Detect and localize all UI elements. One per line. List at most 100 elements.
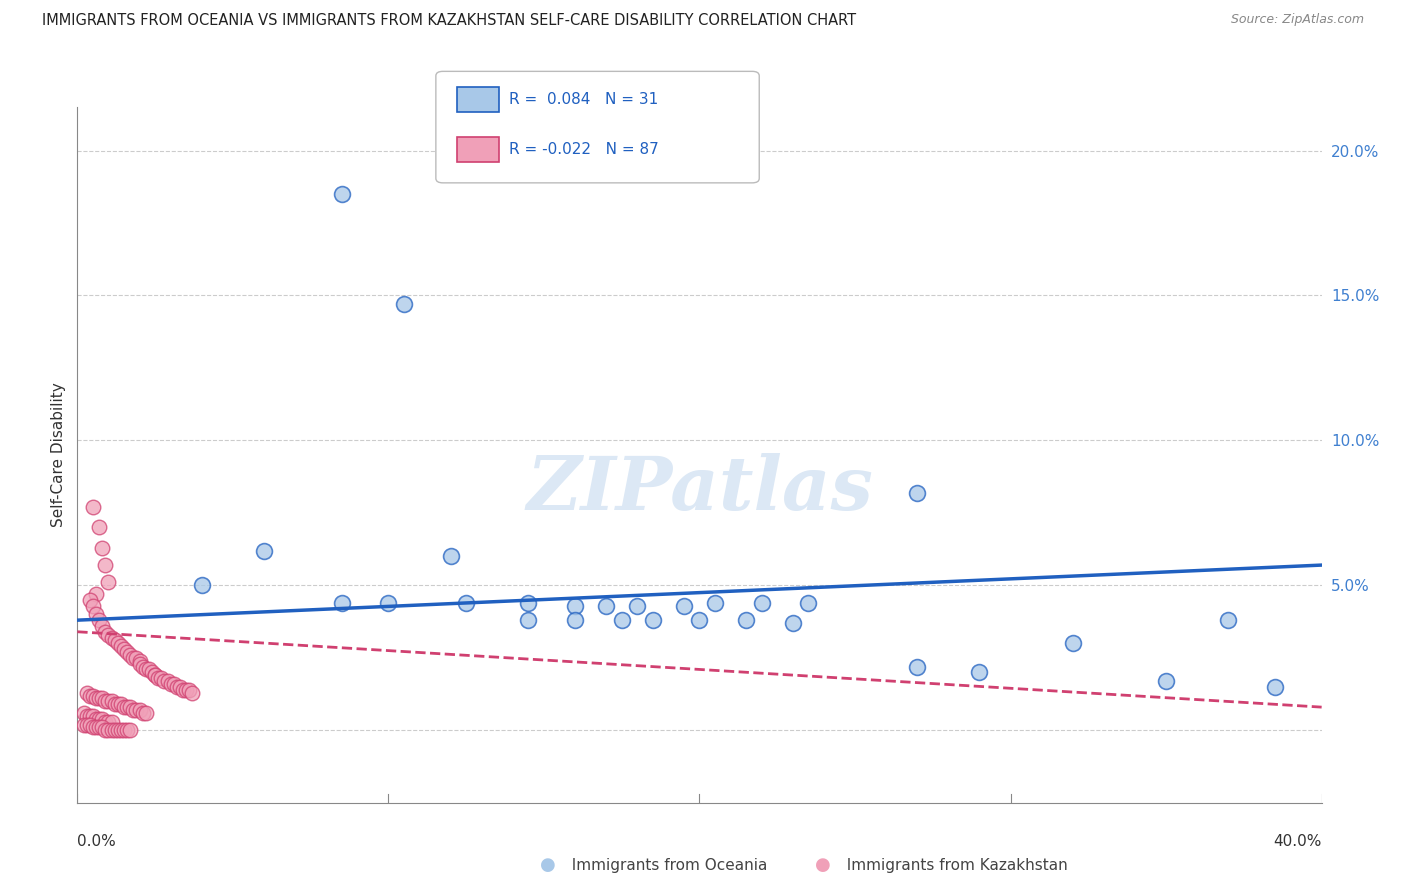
Text: ●: ● <box>540 856 557 874</box>
Point <box>76 708 98 723</box>
Point <box>87 613 110 627</box>
Point <box>72 717 94 731</box>
Point <box>79 689 101 703</box>
Point <box>174 682 197 697</box>
Point <box>107 723 129 738</box>
Point <box>94 694 117 708</box>
Point <box>110 639 132 653</box>
Point <box>1218 613 1240 627</box>
Point <box>143 668 166 682</box>
Point <box>84 607 107 622</box>
Point <box>141 665 163 680</box>
Point <box>330 187 353 202</box>
Point <box>595 599 617 613</box>
Point <box>82 500 104 514</box>
Point <box>125 703 148 717</box>
Point <box>104 698 127 712</box>
Point <box>107 698 129 712</box>
Point <box>564 613 586 627</box>
Point <box>138 662 160 676</box>
Text: IMMIGRANTS FROM OCEANIA VS IMMIGRANTS FROM KAZAKHSTAN SELF-CARE DISABILITY CORRE: IMMIGRANTS FROM OCEANIA VS IMMIGRANTS FR… <box>42 13 856 29</box>
Point <box>135 662 157 676</box>
Point <box>91 691 114 706</box>
Point <box>131 706 153 720</box>
Point <box>82 708 104 723</box>
Point <box>110 698 132 712</box>
Point <box>100 631 122 645</box>
Point <box>84 587 107 601</box>
Point <box>82 689 104 703</box>
Point <box>1062 636 1084 650</box>
Point <box>156 674 179 689</box>
Point <box>120 723 142 738</box>
Point <box>72 706 94 720</box>
Point <box>104 723 127 738</box>
Point <box>179 682 201 697</box>
Point <box>1154 674 1177 689</box>
Point <box>517 596 540 610</box>
Point <box>191 578 214 592</box>
Text: 40.0%: 40.0% <box>1274 834 1322 849</box>
Point <box>150 671 173 685</box>
Point <box>128 654 150 668</box>
Text: R = -0.022   N = 87: R = -0.022 N = 87 <box>509 143 659 157</box>
Point <box>122 651 145 665</box>
Point <box>120 700 142 714</box>
Point <box>610 613 633 627</box>
Point <box>704 596 727 610</box>
Point <box>626 599 648 613</box>
Point <box>115 723 138 738</box>
Point <box>1264 680 1286 694</box>
Point <box>87 691 110 706</box>
Point <box>87 721 110 735</box>
Point <box>100 714 122 729</box>
Point <box>131 659 153 673</box>
Text: ●: ● <box>814 856 831 874</box>
Point <box>91 619 114 633</box>
Text: Immigrants from Oceania: Immigrants from Oceania <box>562 858 768 872</box>
Point <box>115 645 138 659</box>
Point <box>377 596 399 610</box>
Point <box>104 633 127 648</box>
Point <box>330 596 353 610</box>
Point <box>169 680 191 694</box>
Point <box>456 596 478 610</box>
Point <box>110 723 132 738</box>
Point <box>112 642 135 657</box>
Point <box>440 549 463 564</box>
Point <box>517 613 540 627</box>
Point <box>641 613 664 627</box>
Point <box>905 485 928 500</box>
Point <box>392 297 415 311</box>
Point <box>79 717 101 731</box>
Point <box>87 712 110 726</box>
Point <box>797 596 820 610</box>
Point <box>751 596 773 610</box>
Point <box>97 575 120 590</box>
Point <box>91 541 114 555</box>
Point <box>76 685 98 699</box>
Point <box>135 706 157 720</box>
Text: Immigrants from Kazakhstan: Immigrants from Kazakhstan <box>837 858 1067 872</box>
Text: R =  0.084   N = 31: R = 0.084 N = 31 <box>509 92 658 106</box>
Point <box>181 685 204 699</box>
Point <box>84 691 107 706</box>
Point <box>253 543 276 558</box>
Y-axis label: Self-Care Disability: Self-Care Disability <box>51 383 66 527</box>
Point <box>128 657 150 671</box>
Point <box>672 599 695 613</box>
Point <box>100 694 122 708</box>
Point <box>969 665 991 680</box>
Point <box>97 714 120 729</box>
Point <box>153 674 176 689</box>
Point <box>82 721 104 735</box>
Point <box>128 703 150 717</box>
Point <box>112 723 135 738</box>
Point <box>87 520 110 534</box>
Point <box>97 628 120 642</box>
Point <box>97 694 120 708</box>
Point <box>122 703 145 717</box>
Point <box>97 723 120 738</box>
Point <box>125 651 148 665</box>
Text: ZIPatlas: ZIPatlas <box>526 453 873 526</box>
